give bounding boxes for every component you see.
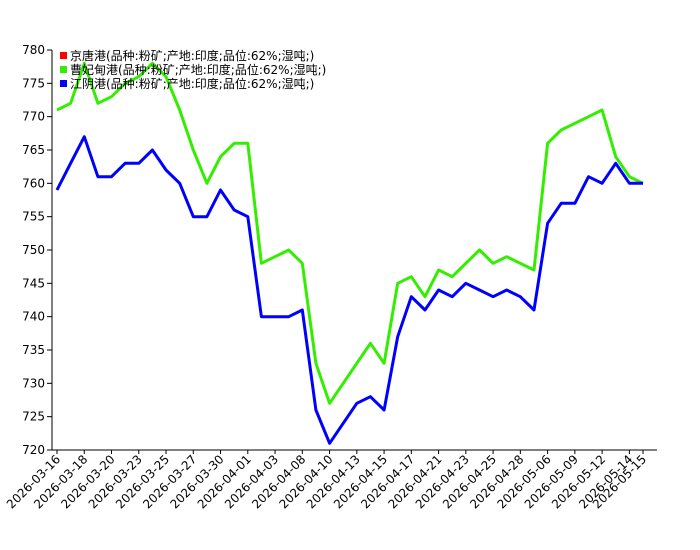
legend-label: 曹妃甸港(品种:粉矿;产地:印度;品位:62%;湿吨;) (70, 62, 326, 77)
y-tick-label: 765 (22, 143, 45, 157)
series-line (55, 135, 643, 445)
series-line (56, 61, 644, 405)
y-tick-label: 775 (22, 76, 45, 90)
legend-swatch (60, 80, 67, 87)
y-tick-label: 735 (22, 343, 45, 357)
y-tick-label: 720 (22, 443, 45, 457)
legend-label: 江阴港(品种:粉矿;产地:印度;品位:62%;湿吨;) (70, 76, 314, 91)
y-tick-label: 750 (22, 243, 45, 257)
y-tick-label: 760 (22, 176, 45, 190)
y-tick-label: 780 (22, 43, 45, 57)
y-tick-label: 745 (22, 276, 45, 290)
y-tick-label: 725 (22, 410, 45, 424)
legend-swatch (60, 66, 67, 73)
y-tick-label: 740 (22, 310, 45, 324)
y-tick-label: 755 (22, 210, 45, 224)
y-tick-label: 730 (22, 376, 45, 390)
legend-label: 京唐港(品种:粉矿;产地:印度;品位:62%;湿吨;) (70, 48, 314, 63)
y-tick-label: 770 (22, 110, 45, 124)
legend-swatch (60, 52, 67, 59)
